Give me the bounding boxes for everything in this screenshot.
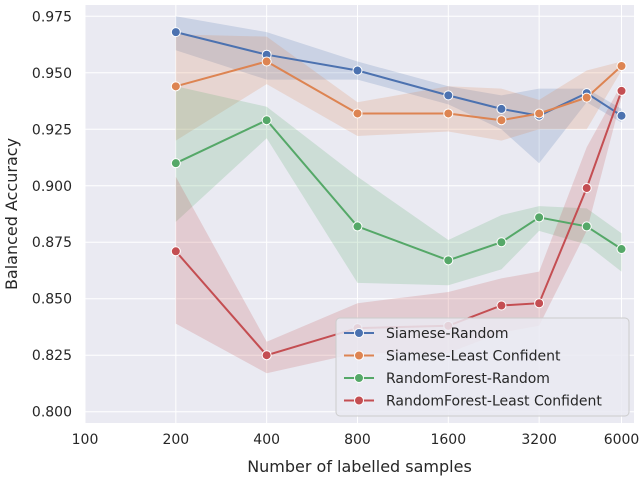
- data-point: [534, 298, 545, 309]
- legend-label: RandomForest-Least Confident: [386, 394, 602, 410]
- data-point: [261, 56, 272, 67]
- data-point: [534, 212, 545, 223]
- data-point: [170, 81, 181, 92]
- legend-box: [335, 317, 630, 417]
- y-tick-label: 0.875: [32, 235, 72, 251]
- data-point: [170, 27, 181, 38]
- y-tick-label: 0.900: [32, 179, 72, 195]
- x-tick-label: 800: [344, 432, 371, 448]
- confidence-band: [175, 16, 622, 164]
- data-point: [616, 110, 627, 121]
- x-tick-label: 100: [72, 432, 99, 448]
- data-point: [496, 115, 507, 126]
- data-point: [443, 90, 454, 101]
- x-tick-label: 400: [253, 432, 280, 448]
- legend-marker: [354, 373, 364, 383]
- y-tick-label: 0.975: [32, 9, 72, 25]
- data-point: [496, 237, 507, 248]
- data-point: [496, 300, 507, 311]
- data-point: [443, 255, 454, 266]
- legend-label: Siamese-Random: [386, 326, 509, 342]
- x-tick-label: 3200: [521, 432, 557, 448]
- series-line: [175, 118, 623, 262]
- data-point: [616, 244, 627, 255]
- x-tick-labels: 100 200 400 800 1600 3200 6000: [72, 432, 640, 448]
- series-line: [175, 31, 623, 117]
- data-point: [581, 92, 592, 103]
- confidence-band: [175, 34, 622, 141]
- data-point: [261, 115, 272, 126]
- y-tick-label: 0.800: [32, 405, 72, 421]
- legend-label: RandomForest-Random: [386, 371, 550, 387]
- legend-marker: [354, 395, 364, 406]
- y-tick-labels: 0.800 0.825 0.850 0.875 0.900 0.925 0.950 0.975: [32, 9, 72, 420]
- data-point: [352, 65, 363, 76]
- data-point: [534, 108, 545, 119]
- y-tick-label: 0.950: [32, 66, 72, 82]
- data-point: [170, 246, 181, 257]
- data-point: [496, 103, 507, 114]
- x-tick-label: 200: [162, 432, 189, 448]
- data-point: [170, 158, 181, 169]
- data-point: [616, 85, 627, 96]
- data-point: [443, 108, 454, 119]
- legend-marker: [354, 328, 364, 338]
- y-tick-label: 0.925: [32, 122, 72, 138]
- legend-marker: [354, 350, 364, 361]
- y-axis-label: Balanced Accuracy: [2, 138, 21, 290]
- legend-label: Siamese-Least Confident: [386, 349, 561, 365]
- x-tick-label: 6000: [604, 432, 640, 448]
- confidence-band: [175, 84, 622, 374]
- series-lines: [175, 31, 623, 357]
- data-point: [581, 183, 592, 194]
- data-point: [261, 350, 272, 361]
- y-tick-label: 0.850: [32, 292, 72, 308]
- legend: Siamese-Random Siamese-Least Confident Ran…: [335, 317, 630, 417]
- data-point: [581, 221, 592, 232]
- series-line: [175, 60, 623, 122]
- y-tick-label: 0.825: [32, 348, 72, 364]
- data-point: [352, 108, 363, 119]
- data-point: [616, 61, 627, 72]
- x-axis-label: Number of labelled samples: [247, 457, 472, 476]
- data-point: [352, 221, 363, 232]
- series-line: [175, 90, 623, 357]
- x-tick-label: 1600: [430, 432, 466, 448]
